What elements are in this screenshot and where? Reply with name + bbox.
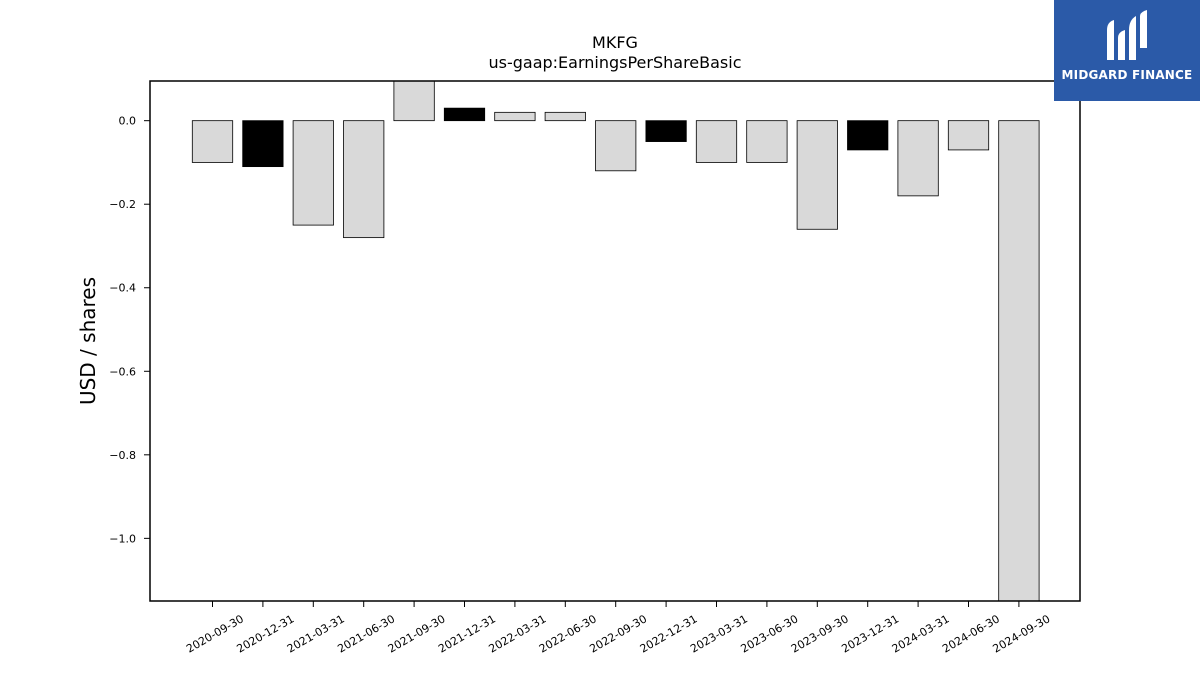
bar-2023-09-30: [796, 120, 838, 230]
bar-2021-03-31: [292, 120, 334, 226]
plot-frame: [149, 80, 1081, 602]
midgard-logo-icon: [1107, 10, 1147, 60]
bar-2024-09-30: [998, 120, 1040, 601]
y-axis-label: USD / shares: [76, 277, 100, 405]
bar-2021-12-31: [443, 107, 486, 122]
y-tick-label: −0.4: [109, 282, 136, 295]
bar-2022-12-31: [645, 120, 687, 142]
chart-subtitle: us-gaap:EarningsPerShareBasic: [488, 53, 741, 72]
y-tick-label: −0.2: [109, 198, 136, 211]
y-ticks: 0.0 −0.2 −0.4 −0.6 −0.8 −1.0: [109, 115, 150, 545]
bars-group: [191, 81, 1040, 601]
y-tick-label: 0.0: [119, 115, 137, 128]
bar-2022-03-31: [494, 111, 536, 122]
x-ticks: 2020-09-302020-12-312021-03-312021-06-30…: [184, 601, 1052, 656]
x-tick-label: 2024-09-30: [991, 612, 1053, 655]
y-tick-label: −0.6: [109, 365, 136, 378]
bar-2023-06-30: [746, 120, 788, 163]
bar-2023-12-31: [847, 120, 889, 151]
bar-2022-06-30: [544, 111, 586, 122]
bar-2020-09-30: [191, 120, 234, 163]
bar-2024-03-31: [897, 120, 939, 197]
bar-2021-06-30: [343, 120, 385, 239]
midgard-finance-logo: MIDGARD FINANCE: [1054, 0, 1200, 101]
bar-2022-09-30: [595, 120, 637, 172]
y-tick-label: −1.0: [109, 532, 136, 545]
bar-2021-09-30: [393, 81, 435, 122]
chart-title: MKFG: [592, 33, 638, 52]
bar-2024-06-30: [947, 120, 990, 151]
y-tick-label: −0.8: [109, 449, 136, 462]
logo-text: MIDGARD FINANCE: [1061, 68, 1193, 82]
bar-2023-03-31: [695, 120, 738, 163]
bar-2020-12-31: [242, 120, 284, 168]
